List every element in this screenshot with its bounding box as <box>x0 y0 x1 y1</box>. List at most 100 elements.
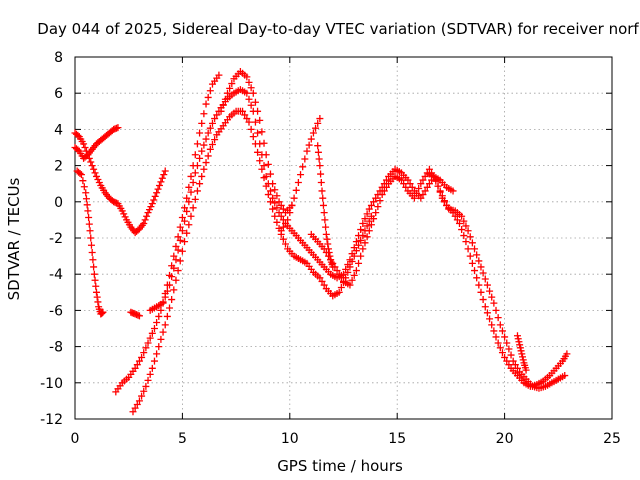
data-point <box>243 89 251 97</box>
data-point <box>355 241 363 249</box>
data-point <box>466 252 474 260</box>
data-point <box>519 356 527 364</box>
data-point <box>183 194 191 202</box>
data-point <box>226 84 234 92</box>
y-tick-label: -10 <box>40 376 63 392</box>
data-point <box>317 170 325 178</box>
data-point <box>496 344 504 352</box>
data-point <box>417 180 425 188</box>
data-point <box>247 101 255 109</box>
data-point <box>301 155 309 163</box>
data-point <box>321 216 329 224</box>
data-point <box>80 140 88 148</box>
data-point <box>183 207 191 215</box>
data-point <box>74 146 82 154</box>
data-point <box>488 321 496 329</box>
data-point <box>492 333 500 341</box>
data-point <box>89 256 97 264</box>
data-point <box>142 344 150 352</box>
data-point <box>348 276 356 284</box>
data-point <box>324 252 332 260</box>
data-point <box>170 286 178 294</box>
data-point <box>423 183 431 191</box>
data-point <box>322 248 330 256</box>
data-point <box>185 221 193 229</box>
data-point <box>352 267 360 275</box>
data-point <box>157 335 165 343</box>
data-point <box>247 125 255 133</box>
data-point <box>266 170 274 178</box>
data-point <box>307 135 315 143</box>
data-point <box>142 382 150 390</box>
data-point <box>367 221 375 229</box>
series-arc-13 <box>127 308 143 320</box>
data-point <box>290 194 298 202</box>
data-point <box>74 131 82 139</box>
data-point <box>397 176 405 184</box>
data-point <box>513 332 521 340</box>
data-point <box>92 172 100 180</box>
data-point <box>370 215 378 223</box>
data-point <box>193 140 201 148</box>
data-point <box>319 194 327 202</box>
data-point <box>413 189 421 197</box>
data-point <box>348 250 356 258</box>
data-point <box>155 343 163 351</box>
data-point <box>288 201 296 209</box>
data-point <box>563 350 571 358</box>
data-point <box>271 199 279 207</box>
data-point <box>157 178 165 186</box>
data-point <box>181 204 189 212</box>
data-point <box>196 180 204 188</box>
data-point <box>219 101 227 109</box>
data-point <box>277 227 285 235</box>
data-point <box>486 287 494 295</box>
data-point <box>271 186 279 194</box>
data-point <box>376 197 384 205</box>
data-point <box>211 115 219 123</box>
data-point <box>511 361 519 369</box>
x-tick-label: 20 <box>496 431 514 447</box>
data-point <box>501 353 509 361</box>
data-point <box>518 350 526 358</box>
data-point <box>359 220 367 228</box>
data-point <box>254 129 262 137</box>
data-point <box>378 191 386 199</box>
series-arc-10 <box>307 169 571 390</box>
data-point <box>174 233 182 241</box>
x-tick-label: 0 <box>71 431 80 447</box>
data-point <box>314 148 322 156</box>
x-tick-label: 5 <box>178 431 187 447</box>
data-point <box>273 192 281 200</box>
data-point <box>350 244 358 252</box>
data-point <box>191 151 199 159</box>
data-point <box>82 195 90 203</box>
data-point <box>185 198 193 206</box>
data-point <box>333 267 341 275</box>
data-point <box>87 241 95 249</box>
data-point <box>146 370 154 378</box>
data-point <box>251 118 259 126</box>
data-point <box>320 209 328 217</box>
data-point <box>129 408 137 416</box>
data-point <box>322 223 330 231</box>
data-point <box>172 276 180 284</box>
data-point <box>490 327 498 335</box>
data-point <box>479 296 487 304</box>
data-point <box>361 239 369 247</box>
data-point <box>163 312 171 320</box>
data-point <box>228 80 236 88</box>
data-point <box>357 236 365 244</box>
data-point <box>114 124 122 132</box>
data-point <box>202 100 210 108</box>
data-point <box>320 245 328 253</box>
data-point <box>335 288 343 296</box>
data-point <box>374 203 382 211</box>
data-point <box>133 401 141 409</box>
data-point <box>503 339 511 347</box>
data-point <box>509 357 517 365</box>
data-point <box>141 216 149 224</box>
data-point <box>243 73 251 81</box>
data-point <box>94 175 102 183</box>
data-point <box>475 257 483 265</box>
